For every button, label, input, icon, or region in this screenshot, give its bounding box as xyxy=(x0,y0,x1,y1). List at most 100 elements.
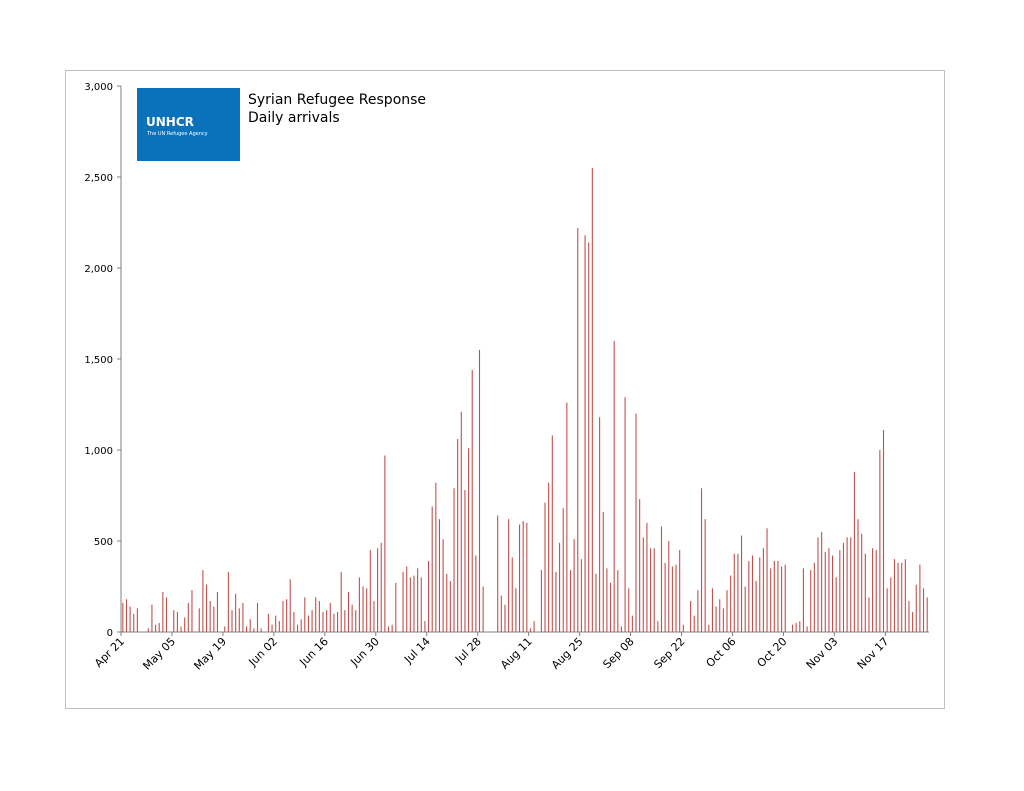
bar xyxy=(708,624,710,632)
bar xyxy=(267,613,269,632)
x-tick-label: Jun 16 xyxy=(297,635,331,669)
bar xyxy=(700,488,703,632)
bar xyxy=(380,542,382,632)
bar xyxy=(216,591,218,632)
bar xyxy=(231,610,233,632)
bar xyxy=(205,584,208,632)
bar xyxy=(420,577,422,632)
bar xyxy=(271,624,273,632)
bar xyxy=(606,568,608,632)
unhcr-logo: UNHCR The UN Refugee Agency xyxy=(137,88,240,161)
bar xyxy=(577,227,579,632)
bar xyxy=(817,537,819,632)
bar xyxy=(580,559,582,632)
bar xyxy=(715,606,717,632)
bar xyxy=(464,490,466,632)
bar xyxy=(318,601,320,632)
bar xyxy=(442,539,444,632)
bar xyxy=(810,570,812,632)
x-tick-label: Aug 11 xyxy=(498,635,535,672)
bar xyxy=(737,553,739,632)
bar xyxy=(857,519,859,632)
bar xyxy=(875,550,877,632)
x-tick-label: Nov 17 xyxy=(855,635,892,672)
bar xyxy=(628,588,630,632)
bar xyxy=(886,588,888,632)
bar xyxy=(129,606,131,632)
bar xyxy=(275,615,277,632)
bar xyxy=(529,628,532,632)
bar xyxy=(559,542,561,632)
bar xyxy=(861,533,863,632)
bar xyxy=(522,520,524,632)
bar xyxy=(922,588,925,632)
bar xyxy=(355,610,357,632)
bar xyxy=(893,559,895,632)
bar xyxy=(165,597,168,632)
bar xyxy=(227,571,229,632)
bar xyxy=(500,595,502,632)
bar xyxy=(904,559,906,632)
y-tick-label: 1,500 xyxy=(84,355,113,366)
bar xyxy=(402,571,404,632)
bar xyxy=(755,581,757,632)
bar xyxy=(650,548,652,632)
bar xyxy=(300,619,302,632)
bar xyxy=(730,575,732,632)
bar xyxy=(711,588,713,632)
bar xyxy=(566,402,568,632)
bar xyxy=(806,626,808,632)
chart-subtitle: Daily arrivals xyxy=(248,110,340,126)
bar xyxy=(296,624,299,632)
bar xyxy=(238,608,240,632)
bar xyxy=(453,488,455,632)
bar xyxy=(409,577,411,632)
bar xyxy=(449,581,451,632)
bar xyxy=(504,604,506,632)
bar xyxy=(879,450,881,632)
bar xyxy=(278,621,280,632)
bar xyxy=(340,571,342,632)
bar xyxy=(671,566,673,632)
bar xyxy=(428,561,430,632)
bar xyxy=(508,519,510,632)
bar xyxy=(693,615,695,632)
bar xyxy=(333,613,335,632)
bar xyxy=(387,626,390,632)
bar xyxy=(733,553,735,632)
bar xyxy=(832,555,834,632)
bar xyxy=(781,566,783,632)
bar xyxy=(762,548,764,632)
bar xyxy=(540,570,542,632)
bar xyxy=(675,564,677,632)
x-tick-label: Oct 20 xyxy=(755,635,790,670)
bar xyxy=(246,626,248,632)
bar xyxy=(347,591,350,632)
bar xyxy=(366,588,368,632)
bar xyxy=(617,570,619,632)
bar xyxy=(926,597,928,632)
bar xyxy=(377,548,379,632)
bar xyxy=(642,537,644,632)
bar xyxy=(741,535,743,632)
bar xyxy=(690,601,692,632)
bar xyxy=(864,553,866,632)
bar xyxy=(584,235,586,633)
bar xyxy=(326,610,328,632)
bar xyxy=(722,608,724,632)
bar xyxy=(125,599,128,632)
bar xyxy=(133,613,135,632)
bar xyxy=(569,570,572,632)
bar xyxy=(482,586,484,632)
bar xyxy=(595,573,597,632)
bar xyxy=(373,601,375,632)
x-tick-label: Jun 30 xyxy=(347,635,381,669)
bar xyxy=(839,550,841,632)
bar xyxy=(180,626,182,632)
bar xyxy=(460,411,462,632)
y-tick-label: 2,000 xyxy=(84,264,113,275)
bar xyxy=(915,584,917,632)
bar xyxy=(307,615,309,632)
chart-title: Syrian Refugee Response xyxy=(248,92,427,108)
bar xyxy=(235,593,237,632)
